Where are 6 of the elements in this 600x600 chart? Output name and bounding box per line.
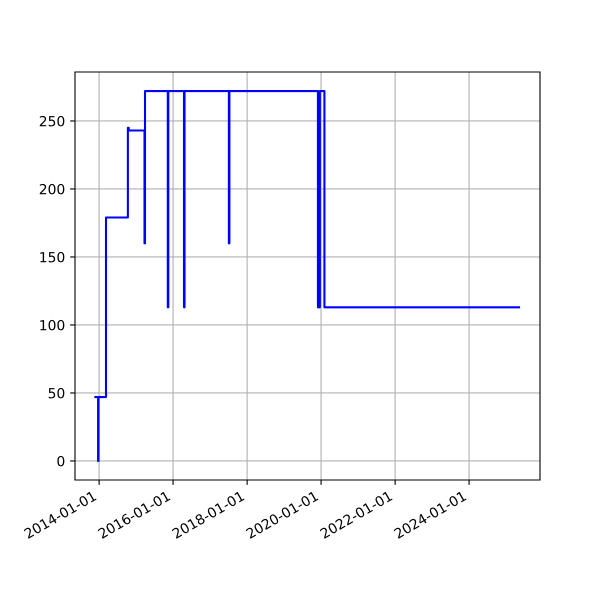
y-tick-label: 100 bbox=[40, 320, 64, 330]
y-tick-label: 250 bbox=[40, 116, 64, 126]
y-tick-label: 50 bbox=[48, 388, 64, 398]
y-tick-label: 0 bbox=[57, 456, 64, 466]
y-tick-label: 200 bbox=[40, 184, 64, 194]
y-tick-label: 150 bbox=[40, 252, 64, 262]
